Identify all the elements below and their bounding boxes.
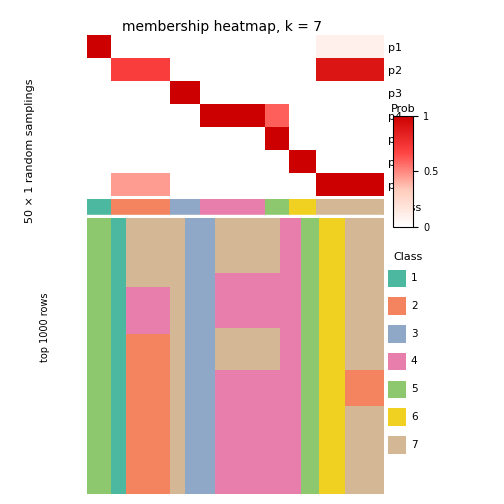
- Text: Class: Class: [393, 252, 422, 262]
- Text: 4: 4: [411, 356, 417, 366]
- Text: 5: 5: [411, 384, 417, 394]
- Text: top 1000 rows: top 1000 rows: [40, 293, 50, 362]
- Text: membership heatmap, k = 7: membership heatmap, k = 7: [122, 20, 322, 34]
- Text: 7: 7: [411, 439, 417, 450]
- Text: 50 × 1 random samplings: 50 × 1 random samplings: [25, 79, 35, 223]
- Text: 2: 2: [411, 301, 417, 311]
- Text: 6: 6: [411, 412, 417, 422]
- Text: 3: 3: [411, 329, 417, 339]
- Text: 1: 1: [411, 273, 417, 283]
- Title: Prob: Prob: [391, 104, 415, 114]
